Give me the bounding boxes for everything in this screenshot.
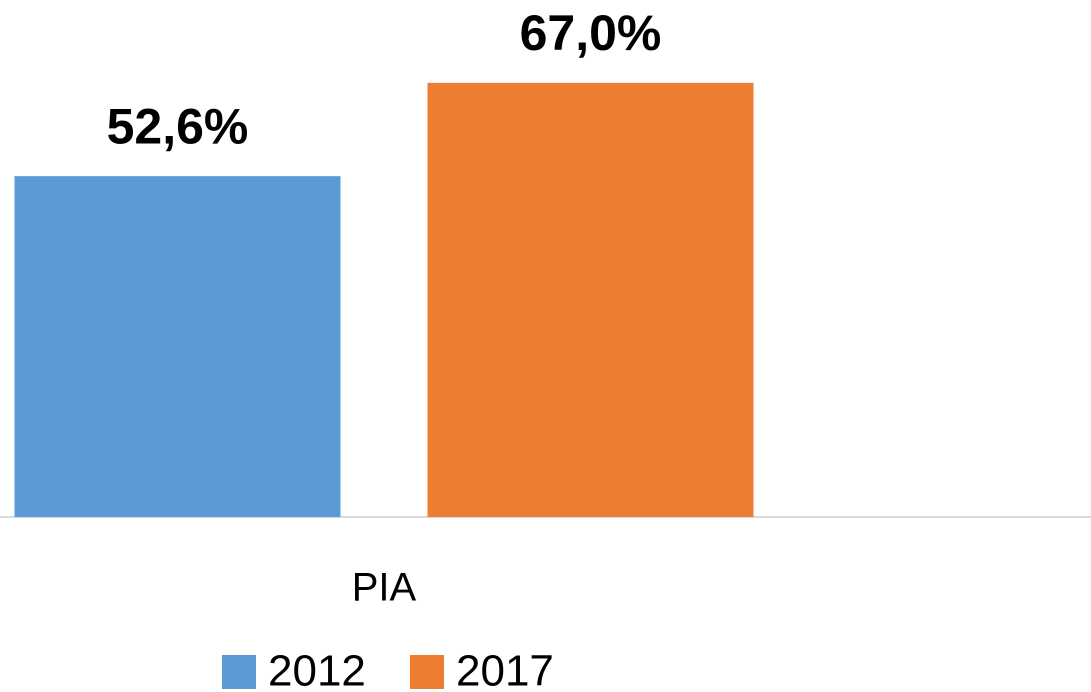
legend-swatch	[410, 655, 444, 689]
legend-label: 2017	[456, 647, 554, 692]
legend-label: 2012	[268, 647, 366, 692]
bar	[427, 82, 754, 517]
legend-swatch	[222, 655, 256, 689]
data-label: 67,0%	[520, 5, 662, 61]
x-tick-label: PIA	[352, 566, 417, 610]
data-label: 52,6%	[107, 98, 249, 154]
bar	[14, 176, 341, 518]
